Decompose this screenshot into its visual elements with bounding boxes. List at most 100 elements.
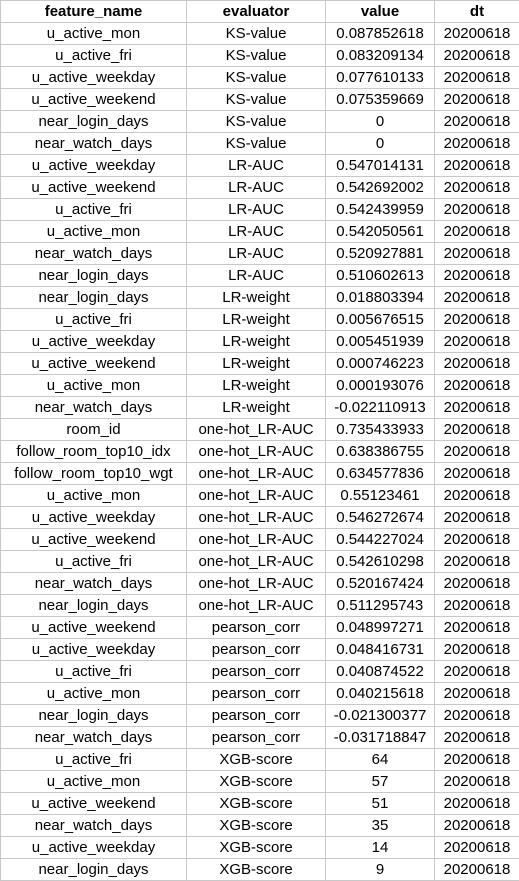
dt-cell[interactable]: 20200618 xyxy=(435,551,519,573)
evaluator-cell[interactable]: LR-weight xyxy=(187,353,326,375)
value-cell[interactable]: 0.087852618 xyxy=(326,23,435,45)
header-evaluator[interactable]: evaluator xyxy=(187,1,326,23)
evaluator-cell[interactable]: LR-AUC xyxy=(187,221,326,243)
value-cell[interactable]: 0.55123461 xyxy=(326,485,435,507)
dt-cell[interactable]: 20200618 xyxy=(435,837,519,859)
evaluator-cell[interactable]: XGB-score xyxy=(187,837,326,859)
evaluator-cell[interactable]: one-hot_LR-AUC xyxy=(187,595,326,617)
value-cell[interactable]: 0.735433933 xyxy=(326,419,435,441)
feature-name-cell[interactable]: u_active_mon xyxy=(1,485,187,507)
dt-cell[interactable]: 20200618 xyxy=(435,595,519,617)
value-cell[interactable]: 0.083209134 xyxy=(326,45,435,67)
feature-name-cell[interactable]: u_active_weekend xyxy=(1,89,187,111)
value-cell[interactable]: 0.542610298 xyxy=(326,551,435,573)
dt-cell[interactable]: 20200618 xyxy=(435,441,519,463)
feature-name-cell[interactable]: u_active_mon xyxy=(1,221,187,243)
evaluator-cell[interactable]: XGB-score xyxy=(187,793,326,815)
evaluator-cell[interactable]: one-hot_LR-AUC xyxy=(187,419,326,441)
feature-name-cell[interactable]: u_active_weekday xyxy=(1,331,187,353)
dt-cell[interactable]: 20200618 xyxy=(435,67,519,89)
feature-name-cell[interactable]: u_active_mon xyxy=(1,771,187,793)
evaluator-cell[interactable]: LR-AUC xyxy=(187,243,326,265)
evaluator-cell[interactable]: LR-AUC xyxy=(187,265,326,287)
evaluator-cell[interactable]: one-hot_LR-AUC xyxy=(187,441,326,463)
dt-cell[interactable]: 20200618 xyxy=(435,683,519,705)
value-cell[interactable]: 0.075359669 xyxy=(326,89,435,111)
value-cell[interactable]: 0.542692002 xyxy=(326,177,435,199)
dt-cell[interactable]: 20200618 xyxy=(435,111,519,133)
dt-cell[interactable]: 20200618 xyxy=(435,529,519,551)
value-cell[interactable]: 0.520927881 xyxy=(326,243,435,265)
evaluator-cell[interactable]: KS-value xyxy=(187,45,326,67)
value-cell[interactable]: 0.018803394 xyxy=(326,287,435,309)
value-cell[interactable]: 0.638386755 xyxy=(326,441,435,463)
value-cell[interactable]: 0 xyxy=(326,111,435,133)
feature-name-cell[interactable]: u_active_mon xyxy=(1,23,187,45)
dt-cell[interactable]: 20200618 xyxy=(435,639,519,661)
feature-name-cell[interactable]: near_login_days xyxy=(1,265,187,287)
feature-name-cell[interactable]: room_id xyxy=(1,419,187,441)
dt-cell[interactable]: 20200618 xyxy=(435,23,519,45)
evaluator-cell[interactable]: KS-value xyxy=(187,111,326,133)
evaluator-cell[interactable]: LR-AUC xyxy=(187,177,326,199)
dt-cell[interactable]: 20200618 xyxy=(435,727,519,749)
feature-name-cell[interactable]: near_login_days xyxy=(1,705,187,727)
feature-name-cell[interactable]: near_login_days xyxy=(1,595,187,617)
feature-name-cell[interactable]: near_watch_days xyxy=(1,133,187,155)
value-cell[interactable]: 0.511295743 xyxy=(326,595,435,617)
evaluator-cell[interactable]: pearson_corr xyxy=(187,683,326,705)
feature-name-cell[interactable]: u_active_weekend xyxy=(1,177,187,199)
value-cell[interactable]: 51 xyxy=(326,793,435,815)
evaluator-cell[interactable]: LR-weight xyxy=(187,397,326,419)
header-dt[interactable]: dt xyxy=(435,1,519,23)
dt-cell[interactable]: 20200618 xyxy=(435,265,519,287)
evaluator-cell[interactable]: one-hot_LR-AUC xyxy=(187,507,326,529)
feature-name-cell[interactable]: u_active_weekday xyxy=(1,639,187,661)
value-cell[interactable]: 0.000193076 xyxy=(326,375,435,397)
evaluator-cell[interactable]: pearson_corr xyxy=(187,661,326,683)
feature-name-cell[interactable]: near_watch_days xyxy=(1,727,187,749)
value-cell[interactable]: 0.048416731 xyxy=(326,639,435,661)
dt-cell[interactable]: 20200618 xyxy=(435,661,519,683)
feature-name-cell[interactable]: u_active_weekend xyxy=(1,793,187,815)
value-cell[interactable]: -0.022110913 xyxy=(326,397,435,419)
evaluator-cell[interactable]: XGB-score xyxy=(187,815,326,837)
feature-name-cell[interactable]: u_active_fri xyxy=(1,309,187,331)
evaluator-cell[interactable]: KS-value xyxy=(187,133,326,155)
evaluator-cell[interactable]: LR-weight xyxy=(187,331,326,353)
feature-name-cell[interactable]: u_active_mon xyxy=(1,683,187,705)
evaluator-cell[interactable]: one-hot_LR-AUC xyxy=(187,551,326,573)
evaluator-cell[interactable]: XGB-score xyxy=(187,771,326,793)
feature-name-cell[interactable]: near_watch_days xyxy=(1,397,187,419)
feature-name-cell[interactable]: u_active_weekday xyxy=(1,67,187,89)
dt-cell[interactable]: 20200618 xyxy=(435,507,519,529)
dt-cell[interactable]: 20200618 xyxy=(435,771,519,793)
dt-cell[interactable]: 20200618 xyxy=(435,815,519,837)
feature-name-cell[interactable]: follow_room_top10_wgt xyxy=(1,463,187,485)
dt-cell[interactable]: 20200618 xyxy=(435,793,519,815)
value-cell[interactable]: 57 xyxy=(326,771,435,793)
evaluator-cell[interactable]: pearson_corr xyxy=(187,727,326,749)
header-feature-name[interactable]: feature_name xyxy=(1,1,187,23)
header-value[interactable]: value xyxy=(326,1,435,23)
feature-name-cell[interactable]: near_watch_days xyxy=(1,815,187,837)
value-cell[interactable]: 0.546272674 xyxy=(326,507,435,529)
value-cell[interactable]: 0.510602613 xyxy=(326,265,435,287)
dt-cell[interactable]: 20200618 xyxy=(435,485,519,507)
evaluator-cell[interactable]: LR-weight xyxy=(187,287,326,309)
value-cell[interactable]: 0.040874522 xyxy=(326,661,435,683)
evaluator-cell[interactable]: LR-AUC xyxy=(187,199,326,221)
value-cell[interactable]: 35 xyxy=(326,815,435,837)
dt-cell[interactable]: 20200618 xyxy=(435,573,519,595)
value-cell[interactable]: 0.005451939 xyxy=(326,331,435,353)
value-cell[interactable]: 0.520167424 xyxy=(326,573,435,595)
value-cell[interactable]: 0.542439959 xyxy=(326,199,435,221)
dt-cell[interactable]: 20200618 xyxy=(435,617,519,639)
dt-cell[interactable]: 20200618 xyxy=(435,749,519,771)
evaluator-cell[interactable]: XGB-score xyxy=(187,749,326,771)
feature-name-cell[interactable]: u_active_mon xyxy=(1,375,187,397)
dt-cell[interactable]: 20200618 xyxy=(435,199,519,221)
value-cell[interactable]: 0.542050561 xyxy=(326,221,435,243)
evaluator-cell[interactable]: XGB-score xyxy=(187,859,326,881)
dt-cell[interactable]: 20200618 xyxy=(435,287,519,309)
